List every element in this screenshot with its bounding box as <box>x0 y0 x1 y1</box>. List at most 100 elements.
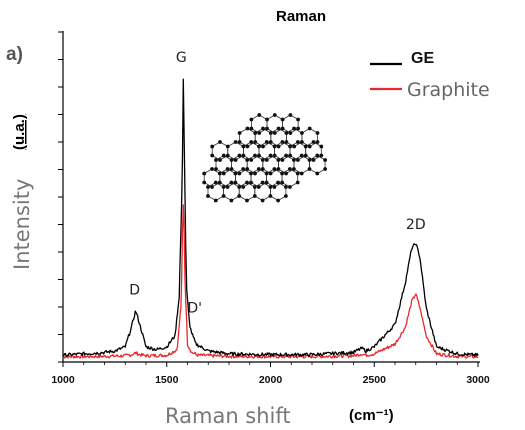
lattice-atom <box>264 140 269 144</box>
lattice-atom <box>300 131 304 135</box>
lattice-atom <box>249 171 253 176</box>
lattice-atom <box>241 185 246 189</box>
legend-label-graphite: Graphite <box>407 79 490 101</box>
lattice-atom <box>307 144 312 149</box>
lattice-atom <box>319 153 324 158</box>
lattice-atom <box>268 131 273 135</box>
lattice-atom <box>245 180 249 185</box>
lattice-atom <box>245 126 250 131</box>
lattice-atom <box>202 180 207 185</box>
lattice-atom <box>292 158 296 162</box>
lattice-atom <box>265 117 269 122</box>
lattice-atom <box>233 180 238 185</box>
lattice-atom <box>257 153 261 158</box>
lattice-atom <box>260 198 265 203</box>
lattice-atom <box>210 167 214 171</box>
lattice-atom <box>288 131 293 135</box>
legend: GE Graphite <box>370 50 490 101</box>
lattice-atom <box>311 158 316 162</box>
lattice-atom <box>249 180 253 185</box>
lattice-atom <box>229 158 234 162</box>
lattice-atom <box>233 158 238 162</box>
x-ticks: 1000 1500 2000 2500 3000 <box>51 362 490 386</box>
lattice-atom <box>229 198 234 203</box>
lattice-atom <box>323 158 327 162</box>
legend-label-ge: GE <box>411 50 434 67</box>
lattice-atom <box>276 198 280 203</box>
lattice-atom <box>307 158 312 162</box>
lattice-atom <box>206 185 210 189</box>
lattice-atom <box>237 194 242 198</box>
lattice-atom <box>218 158 222 162</box>
lattice-atom <box>284 140 289 144</box>
lattice-atom <box>206 194 210 198</box>
y-axis-label-group: Intensity <box>10 179 34 270</box>
lattice-atom <box>268 153 273 158</box>
lattice-atom <box>210 185 214 189</box>
lattice-atom <box>260 180 265 185</box>
lattice-atom <box>213 198 218 203</box>
lattice-atom <box>225 144 230 149</box>
lattice-atom <box>280 140 285 144</box>
lattice-atom <box>303 144 308 149</box>
lattice-atom <box>307 167 312 171</box>
series-line-graphite <box>62 204 479 359</box>
lattice-atom <box>299 171 304 176</box>
lattice-atom <box>280 126 285 131</box>
lattice-atom <box>276 180 280 185</box>
lattice-atom <box>264 158 269 162</box>
lattice-atom <box>315 140 320 144</box>
lattice-atom <box>280 158 285 162</box>
lattice-atom <box>210 153 215 158</box>
lattice-atom <box>237 140 242 144</box>
lattice-atom <box>315 171 320 176</box>
lattice-atom <box>296 140 300 144</box>
lattice-atom <box>202 171 207 176</box>
lattice-atom <box>280 117 285 122</box>
lattice-atom <box>245 167 250 171</box>
lattice-atom <box>253 140 258 144</box>
lattice-atom <box>296 117 300 122</box>
x-tick-label: 1000 <box>51 374 75 386</box>
peak-label: D' <box>187 300 202 316</box>
lattice-atom <box>300 140 304 144</box>
lattice-atom <box>229 180 234 185</box>
lattice-atom <box>221 153 226 158</box>
peak-label: 2D <box>406 217 426 233</box>
lattice-atom <box>288 113 293 117</box>
lattice-atom <box>268 185 273 189</box>
lattice-atom <box>311 140 316 144</box>
lattice-atom <box>249 140 254 144</box>
lattice-atom <box>245 198 249 203</box>
lattice-atom <box>307 126 312 131</box>
x-tick-label: 1500 <box>155 374 179 386</box>
lattice-atom <box>288 144 292 149</box>
lattice-atom <box>284 185 288 189</box>
lattice-atom <box>280 171 284 176</box>
lattice-atom <box>299 153 304 158</box>
lattice-atom <box>272 167 277 171</box>
lattice-atom <box>268 171 273 176</box>
lattice-atom <box>272 185 277 189</box>
lattice-atom <box>253 131 258 135</box>
lattice-atom <box>292 167 296 171</box>
lattice-atom <box>295 171 300 176</box>
lattice-atom <box>296 126 300 131</box>
lattice-atom <box>241 153 246 158</box>
lattice-atom <box>233 171 238 176</box>
lattice-atom <box>257 144 261 149</box>
series-layer <box>62 78 479 359</box>
lattice-atom <box>292 144 296 149</box>
lattice-atom <box>221 171 226 176</box>
lattice-atom <box>264 171 269 176</box>
lattice-atom <box>225 153 230 158</box>
x-tick-label: 2500 <box>363 374 387 386</box>
lattice-atom <box>265 126 269 131</box>
series-line-ge <box>62 78 479 358</box>
lattice-atom <box>295 180 300 185</box>
lattice-atom <box>296 158 300 162</box>
x-axis-unit: (cm⁻¹) <box>349 407 394 424</box>
peak-label: G <box>176 50 187 66</box>
lattice-atom <box>288 185 292 189</box>
lattice-atom <box>252 185 257 189</box>
